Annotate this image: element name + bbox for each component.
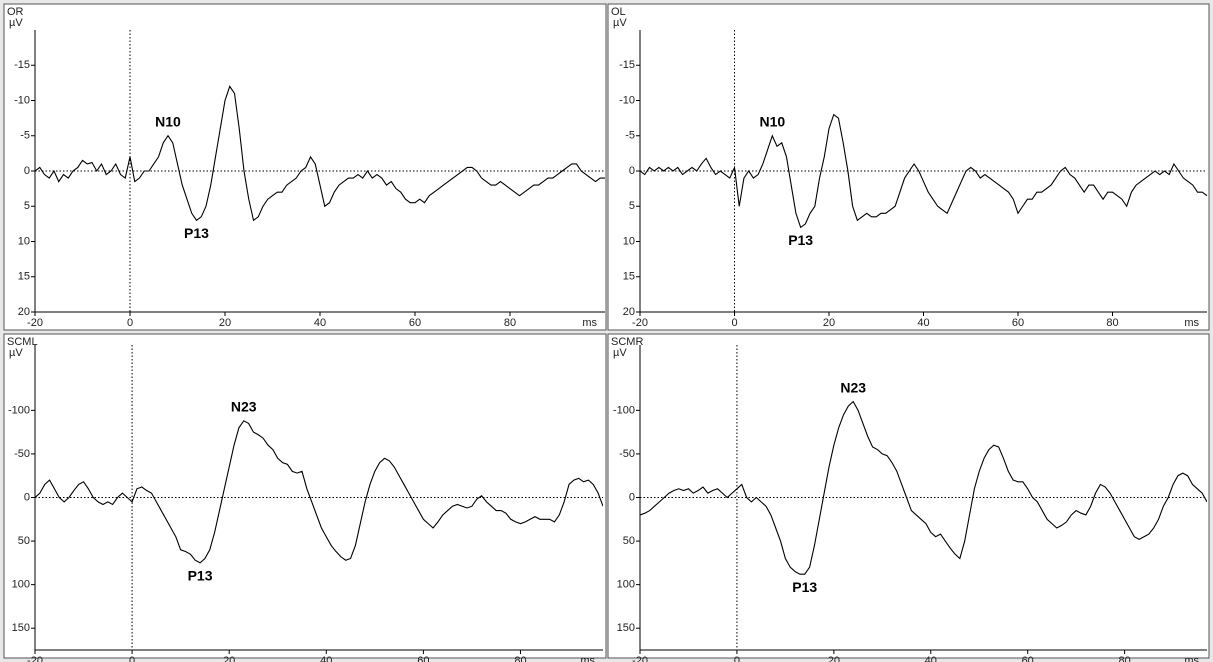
peak-label: N23	[840, 379, 866, 395]
x-tick-label: 60	[1012, 317, 1024, 329]
x-tick-label: -20	[632, 317, 648, 329]
y-tick-label: 20	[18, 306, 30, 318]
x-tick-label: 0	[731, 317, 737, 329]
y-tick-label: 0	[24, 165, 30, 177]
panel-frame	[607, 333, 1210, 659]
panel-frame	[3, 3, 607, 331]
y-tick-label: 10	[18, 235, 30, 247]
peak-label: N10	[759, 113, 785, 129]
y-axis-label: µV	[613, 347, 627, 359]
x-axis-label: ms	[1184, 655, 1199, 662]
waveform	[640, 113, 1207, 229]
x-tick-label: 0	[734, 655, 740, 662]
peak-label: P13	[188, 568, 213, 584]
y-tick-label: 150	[12, 622, 30, 634]
x-tick-label: 0	[129, 655, 135, 662]
x-tick-label: 60	[417, 655, 429, 662]
panel-title: OR	[7, 6, 24, 18]
x-tick-label: -20	[27, 317, 43, 329]
x-tick-label: 40	[925, 655, 937, 662]
x-axis-label: ms	[580, 655, 595, 662]
panel-frame	[607, 3, 1210, 331]
peak-label: N10	[155, 113, 181, 129]
x-tick-label: 20	[223, 655, 235, 662]
y-tick-label: 20	[623, 306, 635, 318]
y-axis-label: µV	[9, 347, 23, 359]
x-tick-label: 60	[1022, 655, 1034, 662]
y-tick-label: 50	[623, 535, 635, 547]
peak-label: P13	[792, 579, 817, 595]
y-tick-label: -15	[619, 59, 635, 71]
peak-label: P13	[184, 225, 209, 241]
y-tick-label: 100	[617, 579, 635, 591]
panel-title: SCMR	[611, 336, 643, 348]
x-tick-label: 40	[314, 317, 326, 329]
y-tick-label: -100	[613, 404, 635, 416]
y-tick-label: 5	[24, 200, 30, 212]
x-tick-label: -20	[27, 655, 43, 662]
x-tick-label: -20	[632, 655, 648, 662]
waveform	[640, 400, 1207, 575]
y-axis-label: µV	[613, 17, 627, 29]
peak-label: P13	[788, 232, 813, 248]
y-tick-label: -50	[619, 448, 635, 460]
x-tick-label: 60	[409, 317, 421, 329]
panel-title: OL	[611, 6, 626, 18]
waveform	[35, 85, 605, 222]
y-tick-label: 15	[18, 271, 30, 283]
y-tick-label: 100	[12, 579, 30, 591]
y-tick-label: 0	[629, 491, 635, 503]
x-tick-label: 20	[823, 317, 835, 329]
x-tick-label: 80	[514, 655, 526, 662]
y-tick-label: -5	[20, 130, 30, 142]
waveform	[35, 420, 603, 564]
x-axis-label: ms	[1184, 317, 1199, 329]
x-axis-label: ms	[582, 317, 597, 329]
y-tick-label: -10	[619, 94, 635, 106]
x-tick-label: 40	[917, 317, 929, 329]
y-tick-label: -5	[625, 130, 635, 142]
x-tick-label: 20	[828, 655, 840, 662]
panel-title: SCML	[7, 336, 38, 348]
y-axis-label: µV	[9, 17, 23, 29]
y-tick-label: -15	[14, 59, 30, 71]
panel-frame	[3, 333, 607, 659]
y-tick-label: 50	[18, 535, 30, 547]
y-tick-label: 0	[629, 165, 635, 177]
y-tick-label: 0	[24, 491, 30, 503]
x-tick-label: 80	[1106, 317, 1118, 329]
y-tick-label: 10	[623, 235, 635, 247]
x-tick-label: 20	[219, 317, 231, 329]
y-tick-label: -10	[14, 94, 30, 106]
x-tick-label: 0	[127, 317, 133, 329]
y-tick-label: 15	[623, 271, 635, 283]
y-tick-label: -50	[14, 448, 30, 460]
x-tick-label: 40	[320, 655, 332, 662]
y-tick-label: -100	[8, 404, 30, 416]
x-tick-label: 80	[504, 317, 516, 329]
x-tick-label: 80	[1118, 655, 1130, 662]
y-tick-label: 150	[617, 622, 635, 634]
y-tick-label: 5	[629, 200, 635, 212]
peak-label: N23	[231, 399, 257, 415]
